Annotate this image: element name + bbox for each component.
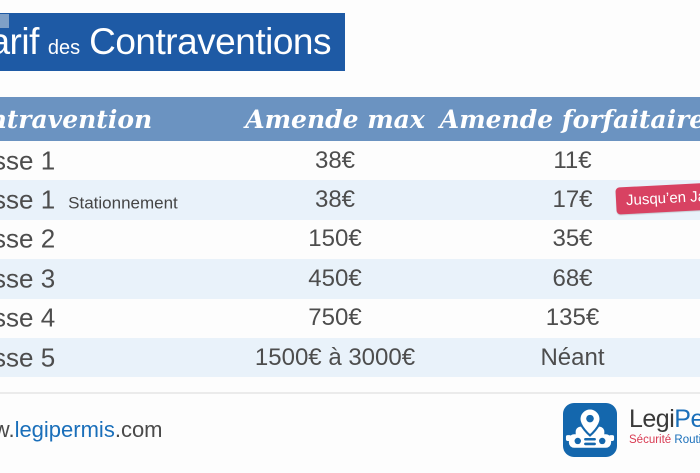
amende-forfaitaire-cell: 11€ [553, 146, 592, 174]
car-icon [565, 426, 615, 448]
amende-forfaitaire-cell: 68€ [552, 264, 593, 292]
logo-name-permis: Permis [674, 405, 700, 433]
ribbon-fold [0, 14, 9, 28]
table-body: Classe 1 38€ 11€ Classe 1 Stationnement 3… [0, 141, 700, 378]
logo-tagline: Sécurité Routière [629, 434, 700, 447]
amende-max-cell: 150€ [308, 225, 362, 253]
url-domain: legipermis [14, 417, 115, 442]
table-row-classe-4: Classe 4 750€ 135€ [0, 299, 700, 338]
tagline-routiere: Routière [674, 434, 700, 446]
title-word-contraventions: Contraventions [89, 21, 331, 62]
legipermis-wordmark: LegiPermis Sécurité Routière [629, 407, 700, 447]
legipermis-logo-icon [563, 403, 617, 457]
amende-max-cell: 38€ [314, 186, 356, 214]
table-row-classe-1: Classe 1 38€ 11€ [0, 141, 700, 180]
table-row-classe-2: Classe 2 150€ 35€ [0, 220, 700, 259]
table-row-classe-3: Classe 3 450€ 68€ [0, 259, 700, 299]
amende-max-cell: 450€ [308, 264, 362, 292]
table-header: Contravention Amende max Amende forfaita… [0, 97, 700, 141]
title-word-des: des [47, 37, 81, 59]
amende-forfaitaire-cell: Néant [540, 343, 605, 371]
amende-max-cell: 38€ [314, 146, 356, 174]
classe-label: Classe 5 [0, 342, 56, 373]
column-header-amende-forfaitaire: Amende forfaitaire [439, 104, 700, 134]
classe-cell: Classe 3 [0, 263, 55, 294]
logo-name-legi: Legi [629, 405, 675, 433]
classe-cell: Classe 1 [0, 145, 55, 176]
classe-note: Stationnement [68, 193, 178, 213]
deadline-badge: Jusqu’en Ja [615, 182, 700, 215]
site-url[interactable]: www.legipermis.com [0, 417, 163, 443]
tagline-securite: Sécurité [629, 434, 672, 446]
logo-name: LegiPermis [629, 407, 700, 432]
classe-cell: Classe 5 [0, 342, 55, 373]
url-prefix: www. [0, 417, 15, 442]
amende-forfaitaire-cell: 135€ [545, 304, 600, 332]
classe-cell: Classe 4 [0, 303, 55, 334]
amende-forfaitaire-cell: 35€ [552, 225, 593, 253]
classe-cell: Classe 1 Stationnement [0, 185, 178, 216]
title-banner: Tarif des Contraventions [0, 13, 345, 71]
amende-max-cell: 750€ [308, 304, 362, 332]
column-header-contravention: Contravention [0, 104, 153, 134]
classe-label: Classe 1 [0, 145, 56, 176]
amende-max-cell: 1500€ à 3000€ [254, 343, 416, 371]
amende-forfaitaire-cell: 17€ [552, 186, 593, 214]
classe-cell: Classe 2 [0, 224, 55, 255]
url-suffix: .com [114, 417, 163, 442]
classe-label: Classe 4 [0, 302, 56, 333]
column-header-amende-max: Amende max [245, 104, 425, 134]
classe-label: Classe 3 [0, 263, 56, 294]
footer-divider [0, 392, 700, 394]
table-row-classe-5: Classe 5 1500€ à 3000€ Néant [0, 337, 700, 378]
classe-label: Classe 1 [0, 184, 56, 215]
classe-label: Classe 2 [0, 223, 56, 254]
table-row-classe-1-stationnement: Classe 1 Stationnement 38€ 17€ Jusqu’en J… [0, 180, 700, 220]
map-pin-icon [578, 407, 602, 437]
title-text: Tarif des Contraventions [0, 21, 331, 63]
